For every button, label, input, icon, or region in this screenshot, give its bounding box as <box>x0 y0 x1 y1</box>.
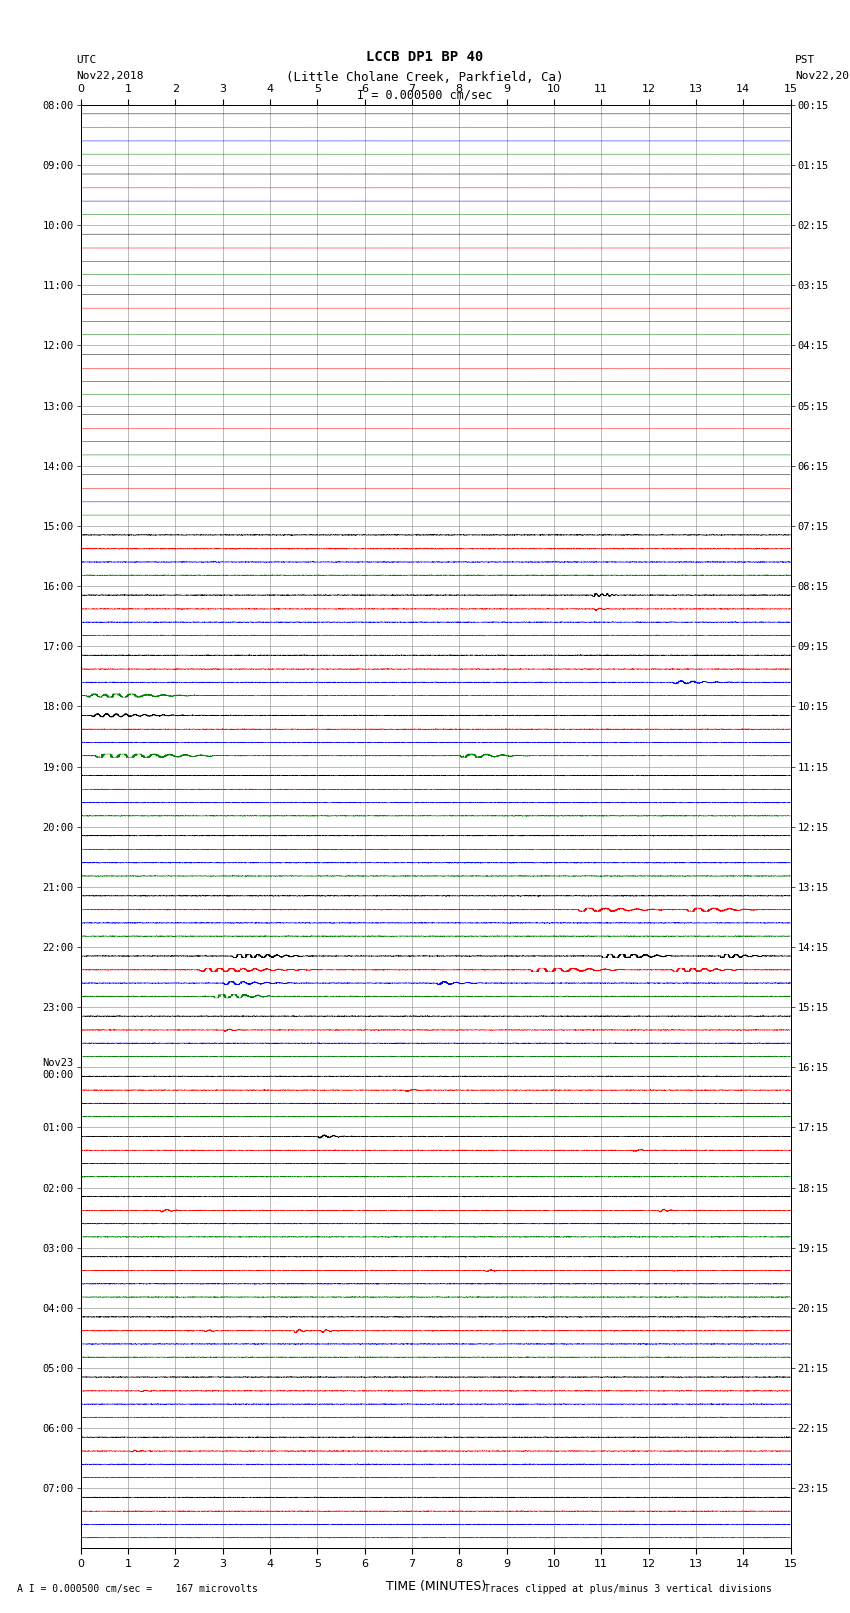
Text: PST: PST <box>795 55 815 65</box>
Text: A I = 0.000500 cm/sec =    167 microvolts: A I = 0.000500 cm/sec = 167 microvolts <box>17 1584 258 1594</box>
Text: I = 0.000500 cm/sec: I = 0.000500 cm/sec <box>357 89 493 102</box>
Text: LCCB DP1 BP 40: LCCB DP1 BP 40 <box>366 50 484 65</box>
Text: Traces clipped at plus/minus 3 vertical divisions: Traces clipped at plus/minus 3 vertical … <box>484 1584 773 1594</box>
Text: Nov22,2018: Nov22,2018 <box>795 71 850 81</box>
Text: Nov22,2018: Nov22,2018 <box>76 71 144 81</box>
Text: (Little Cholane Creek, Parkfield, Ca): (Little Cholane Creek, Parkfield, Ca) <box>286 71 564 84</box>
X-axis label: TIME (MINUTES): TIME (MINUTES) <box>386 1581 485 1594</box>
Text: UTC: UTC <box>76 55 97 65</box>
